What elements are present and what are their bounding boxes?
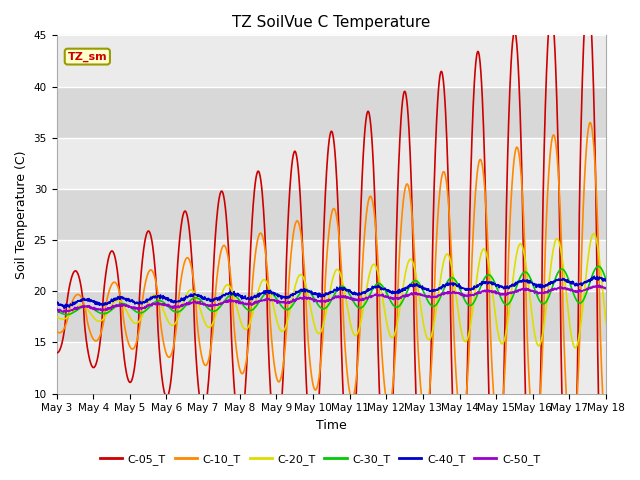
C-40_T <box>237 294 244 300</box>
C-10_T <box>537 385 545 391</box>
C-30_T <box>52 308 60 314</box>
C-40_T <box>417 284 425 289</box>
C-40_T <box>175 299 183 304</box>
C-10_T <box>568 444 575 450</box>
Bar <box>56 138 606 189</box>
C-50_T <box>417 292 425 298</box>
C-10_T <box>236 368 244 374</box>
C-50_T <box>55 309 63 315</box>
Legend: C-05_T, C-10_T, C-20_T, C-30_T, C-40_T, C-50_T: C-05_T, C-10_T, C-20_T, C-30_T, C-40_T, … <box>95 450 545 469</box>
C-50_T <box>489 288 497 294</box>
C-05_T <box>161 393 169 398</box>
C-50_T <box>175 304 183 310</box>
C-30_T <box>175 309 183 314</box>
Title: TZ SoilVue C Temperature: TZ SoilVue C Temperature <box>232 15 431 30</box>
C-20_T <box>236 317 244 323</box>
C-50_T <box>162 302 170 308</box>
C-30_T <box>417 283 425 289</box>
Bar <box>56 86 606 138</box>
C-40_T <box>162 297 170 302</box>
C-30_T <box>602 277 610 283</box>
C-30_T <box>63 312 70 317</box>
C-05_T <box>52 350 60 356</box>
Bar <box>56 189 606 240</box>
C-05_T <box>537 367 545 373</box>
C-20_T <box>175 313 182 319</box>
C-10_T <box>52 328 60 334</box>
C-30_T <box>237 299 244 305</box>
C-40_T <box>602 276 610 282</box>
Line: C-10_T: C-10_T <box>56 122 606 447</box>
C-20_T <box>537 339 545 345</box>
C-40_T <box>590 273 598 279</box>
C-40_T <box>538 282 545 288</box>
Bar <box>56 342 606 394</box>
C-10_T <box>488 369 496 375</box>
C-30_T <box>538 300 545 306</box>
C-50_T <box>237 300 244 306</box>
C-05_T <box>175 247 182 252</box>
C-20_T <box>590 231 598 237</box>
C-10_T <box>161 348 169 354</box>
Bar <box>56 291 606 342</box>
C-20_T <box>161 312 169 318</box>
C-30_T <box>595 264 602 269</box>
X-axis label: Time: Time <box>316 419 347 432</box>
Bar <box>56 240 606 291</box>
C-50_T <box>52 307 60 312</box>
Line: C-05_T: C-05_T <box>56 0 606 480</box>
Y-axis label: Soil Temperature (C): Soil Temperature (C) <box>15 150 28 279</box>
C-40_T <box>60 305 68 311</box>
C-10_T <box>602 442 610 448</box>
C-20_T <box>488 288 496 294</box>
C-50_T <box>595 282 603 288</box>
Text: TZ_sm: TZ_sm <box>67 51 107 62</box>
C-20_T <box>602 320 610 325</box>
Line: C-50_T: C-50_T <box>56 285 606 312</box>
C-10_T <box>175 296 182 302</box>
C-10_T <box>586 120 594 125</box>
C-20_T <box>417 302 424 308</box>
C-30_T <box>162 301 170 307</box>
C-20_T <box>572 345 579 351</box>
Line: C-40_T: C-40_T <box>56 276 606 308</box>
C-05_T <box>236 424 244 430</box>
C-40_T <box>489 279 497 285</box>
Line: C-20_T: C-20_T <box>56 234 606 348</box>
Line: C-30_T: C-30_T <box>56 266 606 314</box>
C-20_T <box>52 313 60 319</box>
C-40_T <box>52 299 60 305</box>
C-50_T <box>602 286 610 291</box>
C-50_T <box>538 289 545 295</box>
C-10_T <box>417 382 424 387</box>
Bar <box>56 36 606 86</box>
C-30_T <box>489 276 497 281</box>
